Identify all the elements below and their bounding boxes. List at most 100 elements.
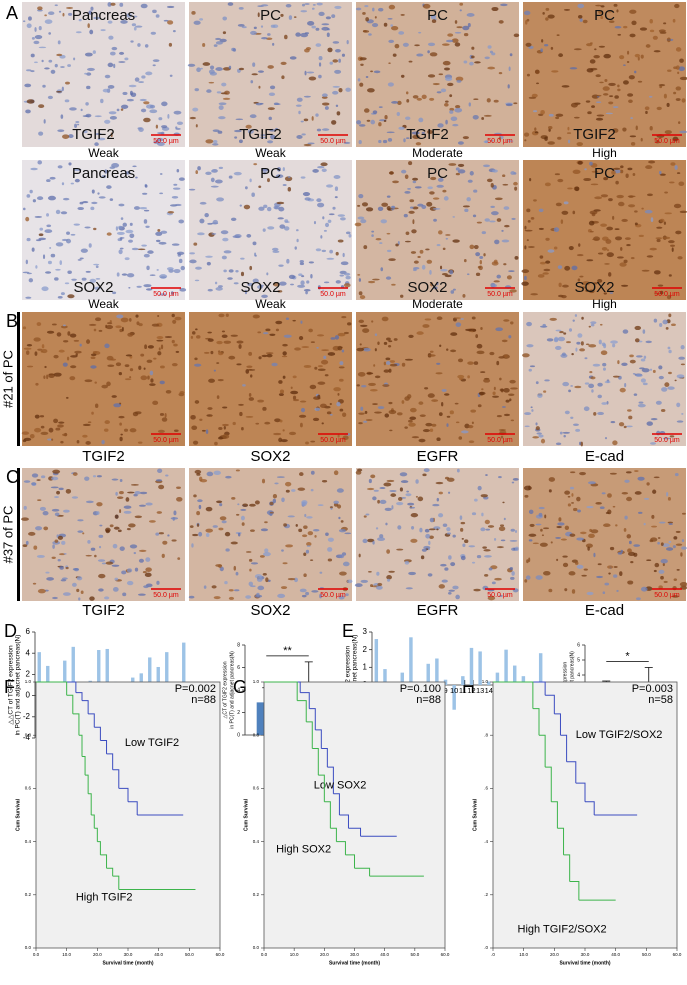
- tissue-cell: [130, 40, 134, 43]
- tissue-cell: [332, 206, 336, 210]
- tissue-cell: [467, 425, 474, 429]
- tissue-cell: [176, 121, 184, 125]
- tissue-cell: [107, 364, 115, 368]
- tissue-cell: [508, 66, 511, 72]
- tissue-cell: [329, 249, 333, 254]
- tissue-cell: [272, 250, 280, 254]
- tissue-cell: [681, 98, 686, 103]
- tissue-cell: [137, 43, 141, 47]
- tissue-cell: [159, 192, 164, 195]
- tissue-cell: [292, 319, 296, 322]
- survival-step: [324, 801, 331, 829]
- tissue-cell: [548, 588, 553, 593]
- tissue-cell: [664, 212, 672, 215]
- tissue-cell: [432, 503, 440, 507]
- tissue-cell: [514, 530, 517, 533]
- tissue-cell: [506, 140, 514, 142]
- tissue-cell: [597, 252, 604, 255]
- tissue-cell: [583, 177, 592, 182]
- tissue-cell: [535, 575, 543, 580]
- tissue-cell: [372, 23, 379, 28]
- tissue-cell: [138, 127, 144, 132]
- tissue-cell: [635, 125, 638, 131]
- y-tick-label: 0.4: [25, 839, 32, 844]
- tissue-cell: [315, 248, 322, 252]
- tissue-cell: [155, 239, 161, 243]
- tissue-cell: [626, 534, 632, 539]
- tissue-cell: [422, 429, 430, 433]
- survival-step: [88, 713, 95, 728]
- tissue-cell: [449, 110, 454, 114]
- tissue-cell: [496, 546, 504, 549]
- tissue-cell: [483, 378, 491, 383]
- tissue-cell: [63, 553, 67, 555]
- tissue-cell: [641, 368, 650, 373]
- scale-label: 50.0 µm: [153, 592, 179, 599]
- tissue-cell: [336, 111, 341, 116]
- tissue-cell: [252, 62, 256, 67]
- tissue-cell: [588, 289, 595, 294]
- tissue-cell: [37, 499, 42, 502]
- tissue-cell: [596, 94, 602, 97]
- tissue-cell: [404, 174, 409, 180]
- tissue-cell: [95, 265, 99, 269]
- tissue-cell: [282, 343, 288, 347]
- tissue-cell: [530, 406, 533, 409]
- tissue-cell: [604, 437, 608, 440]
- tissue-cell: [480, 494, 488, 498]
- tissue-cell: [247, 282, 254, 287]
- tissue-cell: [214, 179, 223, 184]
- tissue-cell: [69, 333, 77, 338]
- tissue-cell: [124, 428, 129, 432]
- tissue-cell: [589, 230, 594, 233]
- tissue-cell: [602, 362, 607, 367]
- tissue-cell: [199, 479, 208, 483]
- tissue-cell: [415, 142, 422, 146]
- tissue-cell: [576, 564, 584, 569]
- tissue-cell: [70, 182, 74, 185]
- tissue-cell: [634, 470, 639, 472]
- tissue-cell: [310, 440, 316, 443]
- tissue-cell: [566, 341, 571, 344]
- bar: [165, 652, 169, 696]
- tissue-cell: [385, 357, 391, 361]
- tissue-cell: [325, 16, 332, 20]
- tissue-cell: [60, 66, 65, 68]
- tissue-cell: [84, 52, 93, 57]
- tissue-cell: [567, 139, 571, 144]
- tissue-cell: [206, 261, 211, 266]
- tissue-cell: [37, 6, 43, 11]
- tissue-cell: [199, 218, 205, 224]
- tissue-cell: [191, 10, 196, 15]
- tissue-cell: [106, 185, 112, 189]
- tissue-cell: [244, 186, 248, 190]
- tissue-cell: [43, 375, 46, 379]
- tissue-cell: [145, 502, 153, 506]
- tissue-cell: [264, 521, 268, 524]
- tissue-cell: [405, 231, 410, 236]
- tissue-cell: [545, 7, 550, 11]
- tissue-cell: [620, 165, 624, 169]
- tissue-cell: [94, 554, 97, 558]
- tissue-cell: [633, 393, 638, 396]
- y-tick-label: -2: [23, 712, 31, 721]
- tissue-cell: [630, 141, 636, 146]
- tissue-cell: [205, 506, 213, 512]
- tissue-cell: [235, 469, 240, 472]
- tissue-cell: [104, 420, 110, 425]
- tissue-cell: [225, 475, 232, 479]
- tissue-cell: [650, 217, 654, 222]
- tissue-cell: [171, 196, 179, 199]
- tissue-cell: [431, 19, 437, 24]
- tissue-cell: [145, 567, 152, 572]
- tissue-cell: [221, 334, 228, 338]
- tissue-cell: [253, 163, 258, 166]
- tissue-cell: [675, 98, 681, 101]
- tissue-cell: [283, 226, 290, 231]
- survival-step: [321, 748, 328, 768]
- grade-label: High: [592, 146, 617, 160]
- tissue-cell: [628, 540, 632, 545]
- tissue-cell: [196, 473, 201, 476]
- tissue-cell: [536, 432, 542, 435]
- survival-step: [554, 713, 561, 736]
